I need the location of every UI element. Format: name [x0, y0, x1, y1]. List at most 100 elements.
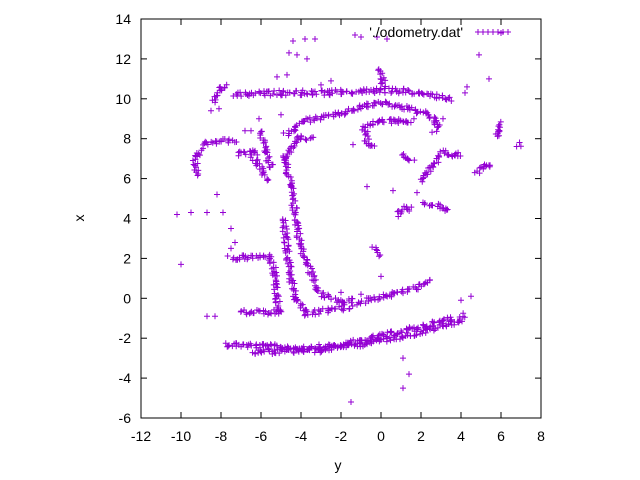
data-point [445, 94, 452, 101]
data-point [317, 116, 324, 123]
data-point [410, 115, 417, 122]
data-point [288, 271, 295, 278]
data-point [256, 308, 263, 315]
data-point [289, 192, 296, 199]
data-point [364, 341, 370, 348]
data-point [318, 81, 324, 88]
data-point [363, 86, 370, 93]
data-point [253, 306, 260, 313]
data-point [216, 105, 222, 112]
data-point [398, 328, 405, 335]
data-point [288, 149, 295, 156]
data-point [294, 51, 300, 58]
data-point [261, 137, 268, 144]
data-point [300, 254, 307, 261]
data-point [321, 294, 328, 301]
data-point [212, 313, 218, 320]
data-point [274, 292, 281, 299]
data-point [233, 138, 240, 145]
data-point [282, 163, 289, 170]
data-point [292, 221, 299, 228]
data-point [228, 225, 234, 232]
data-point [374, 247, 381, 254]
data-point [286, 278, 293, 285]
data-point [388, 120, 395, 127]
data-point [204, 141, 211, 148]
data-point [259, 163, 266, 170]
data-point [254, 161, 261, 168]
data-point [399, 334, 406, 341]
data-point [338, 289, 344, 296]
data-point [308, 265, 315, 272]
axis-ticks [140, 18, 542, 419]
data-point [213, 92, 220, 99]
data-point [436, 319, 443, 326]
data-point [434, 124, 441, 131]
data-point [446, 94, 453, 101]
data-point [194, 160, 201, 167]
data-point [380, 119, 387, 126]
data-point [290, 37, 296, 44]
data-point [278, 346, 285, 353]
data-point [413, 325, 420, 332]
data-point [286, 257, 293, 264]
data-point [272, 296, 279, 303]
data-point [405, 156, 412, 163]
data-point [256, 89, 263, 96]
data-point [237, 308, 244, 315]
data-point [285, 346, 292, 353]
data-point [406, 157, 413, 164]
data-point [290, 211, 297, 218]
legend-marker [475, 29, 511, 35]
data-point [268, 341, 275, 348]
data-point [495, 123, 502, 130]
data-point [281, 239, 288, 246]
data-point [468, 293, 474, 300]
data-point [370, 332, 377, 339]
data-point [290, 348, 297, 355]
data-point [384, 35, 390, 42]
data-point [311, 88, 318, 95]
data-point [423, 323, 430, 330]
data-point [299, 301, 306, 308]
data-point [426, 115, 433, 122]
data-point [377, 86, 384, 93]
data-point [315, 341, 322, 348]
data-point [340, 305, 347, 312]
data-point [429, 323, 436, 330]
data-point [448, 97, 455, 104]
data-point [280, 88, 287, 95]
data-point [370, 86, 377, 93]
data-point [441, 316, 447, 323]
data-point [364, 183, 370, 190]
data-point [294, 296, 301, 303]
data-point [284, 71, 290, 78]
data-point [321, 92, 328, 99]
data-point [309, 311, 316, 318]
data-point [378, 273, 384, 280]
data-point [188, 209, 194, 216]
data-point [238, 93, 245, 100]
data-point [420, 199, 426, 206]
x-axis-label: y [335, 457, 342, 473]
data-point [337, 297, 344, 304]
data-point [242, 151, 249, 158]
data-point [273, 272, 280, 279]
data-point [302, 136, 309, 143]
data-point [476, 170, 483, 177]
data-point [204, 209, 210, 216]
data-point [332, 305, 339, 312]
data-point [285, 236, 292, 243]
data-point [496, 121, 503, 128]
data-point [340, 89, 347, 96]
data-point [406, 371, 412, 378]
y-tick-label: 12 [115, 51, 131, 67]
data-point [293, 345, 300, 352]
data-point [452, 152, 459, 159]
data-point [315, 310, 322, 317]
data-point [350, 336, 357, 343]
data-point [371, 294, 378, 301]
data-point [298, 133, 305, 140]
data-point [400, 385, 406, 392]
